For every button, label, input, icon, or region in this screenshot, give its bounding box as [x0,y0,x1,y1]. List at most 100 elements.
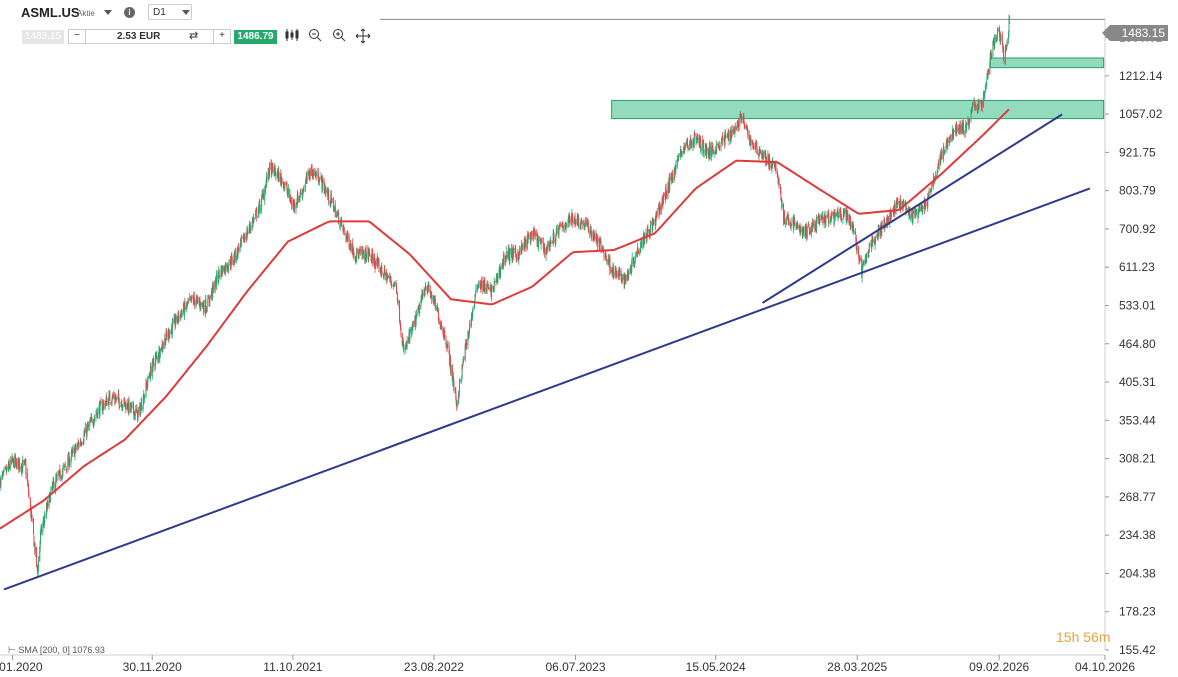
candle-body [66,468,68,470]
candle-body [329,202,331,204]
candle-body [244,237,246,239]
symbol-dropdown-icon[interactable] [104,10,112,15]
decrease-button[interactable]: − [69,30,86,43]
candle-body [206,299,208,312]
candle-body [931,184,933,189]
candle-body [612,272,614,273]
candle-body [581,220,583,225]
candle-body [912,219,914,223]
candle-body [205,309,207,311]
candle-body [468,330,470,336]
candle-body [328,201,330,203]
candle-body [695,139,697,143]
candle-body [862,261,864,266]
increase-button[interactable]: + [213,30,230,43]
candle-body [259,208,261,210]
candle-body [703,141,705,154]
candle-body [77,443,79,446]
candle-body [875,237,877,239]
candle-body [887,218,889,222]
candle-body [694,133,696,135]
candle-body [670,175,672,181]
sell-price-button[interactable]: 1483.15 [22,30,64,44]
candle-body [444,330,446,338]
candle-body [531,232,533,240]
asset-type-label: Aktie [77,9,95,18]
candle-body [226,264,228,269]
candle-body [471,311,473,320]
candle-body [518,259,520,262]
candle-body [1003,60,1005,63]
candle-body [614,267,616,275]
candle-body [562,223,564,227]
candle-body [9,459,11,469]
info-icon[interactable]: i [124,7,135,18]
candle-body [8,465,10,468]
candle-body [873,239,875,243]
candle-body [722,140,724,142]
candle-body [162,346,164,350]
last-price-tag: 1483.15 [1102,25,1168,41]
candle-body [484,280,486,291]
zoom-in-icon[interactable] [332,28,346,45]
candle-body [790,227,792,229]
candle-body [956,128,958,131]
candle-body [440,322,442,326]
candle-body [655,214,657,226]
candles-icon[interactable] [285,28,299,45]
candle-body [793,221,795,230]
buy-price-button[interactable]: 1486.79 [234,30,277,44]
candle-body [132,403,134,413]
candle-body [534,232,536,237]
candle-body [724,132,726,146]
candle-body [628,272,630,275]
candle-body [971,108,973,110]
candle-body [437,311,439,313]
candle-body [861,259,863,277]
candle-body [684,147,686,149]
candle-body [493,281,495,290]
y-tick-label: 1212.14 [1119,69,1163,83]
symbol-name[interactable]: ASML.US [21,5,80,20]
swap-icon[interactable]: ⇄ [189,30,199,42]
candle-body [731,130,733,137]
quantity-stepper[interactable]: − 2.53 EUR ⇄ + [68,29,231,44]
crosshair-icon[interactable] [355,28,371,47]
candle-body [837,216,839,218]
candle-body [274,171,276,175]
candle-body [546,246,548,250]
zoom-out-icon[interactable] [308,28,322,45]
quantity-value[interactable]: 2.53 EUR [117,31,161,42]
candle-body [228,265,230,271]
candle-body [442,328,444,334]
candle-body [187,303,189,305]
candle-body [323,181,325,192]
candle-body [912,213,914,221]
candle-body [464,344,466,360]
candle-body [474,292,476,297]
candle-body [393,285,395,287]
candle-body [131,404,133,405]
candle-body [653,218,655,222]
y-tick-label: 533.01 [1119,298,1156,312]
candle-body [350,243,352,252]
y-tick-label: 178.23 [1119,605,1156,619]
candle-body [521,244,523,250]
candle-body [467,333,469,335]
candle-body [890,213,892,220]
timeframe-select[interactable]: D1 [148,4,192,20]
candle-body [631,257,633,264]
candle-body [808,227,810,233]
candle-body [322,177,324,183]
candle-body [709,145,711,156]
candle-body [289,188,291,199]
candle-body [720,142,722,144]
candle-body [589,229,591,234]
candle-body [366,255,368,262]
candle-body [370,256,372,258]
candle-body [36,564,38,566]
candle-body [944,151,946,153]
candle-body [462,358,464,363]
candle-body [127,404,129,410]
